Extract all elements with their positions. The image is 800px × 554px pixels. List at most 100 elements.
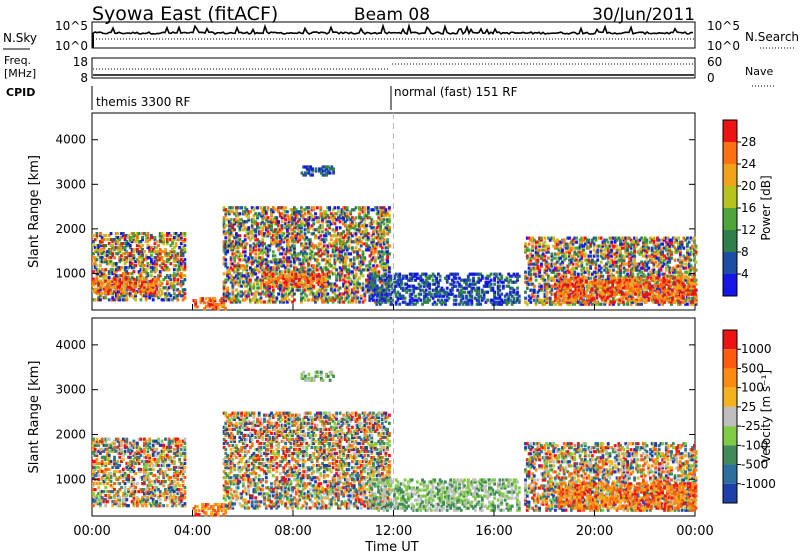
echo-cell [157,256,160,260]
echo-cell [331,214,335,218]
echo-cell [114,264,118,268]
echo-cell [178,268,181,272]
echo-cell [438,292,442,296]
echo-cell [213,305,217,309]
echo-cell [670,268,673,272]
echo-cell [321,286,324,290]
echo-cell [259,206,263,210]
echo-cell [643,274,647,278]
echo-cell [605,246,608,250]
echo-cell [136,248,139,252]
echo-cell [284,274,287,278]
echo-cell [599,236,603,240]
echo-cell [293,298,296,302]
echo-cell [547,244,550,248]
echo-cell [389,276,393,280]
echo-cell [396,298,400,302]
echo-cell [449,292,453,296]
echo-cell [113,270,116,274]
echo-cell [326,206,330,210]
echo-cell [227,296,231,300]
echo-cell [507,272,511,276]
echo-cell [271,266,275,270]
echo-cell [196,305,199,309]
echo-cell [622,260,626,264]
echo-cell [107,289,111,293]
echo-cell [347,268,351,272]
echo-cell [93,289,97,293]
echo-cell [114,240,118,244]
echo-cell [388,282,391,286]
echo-cell [529,282,533,286]
echo-cell [670,238,673,242]
echo-cell [414,294,417,298]
echo-cell [305,222,309,226]
echo-cell [578,252,582,256]
echo-cell [370,284,373,288]
echo-cell [310,290,314,294]
echo-cell [270,236,273,240]
echo-cell [458,302,461,306]
echo-cell [543,288,547,292]
echo-cell [118,268,122,272]
echo-cell [610,288,614,292]
echo-cell [633,250,636,254]
echo-cell [352,292,356,296]
echo-cell [259,300,263,304]
echo-cell [344,206,347,210]
echo-cell [498,294,502,298]
echo-cell [534,278,538,282]
echo-cell [294,254,298,258]
echo-cell [354,222,358,226]
echo-cell [107,272,111,276]
echo-cell [541,278,545,282]
echo-cell [365,264,368,268]
echo-cell [380,260,384,264]
echo-cell [282,256,286,260]
echo-cell [629,238,633,242]
echo-cell [137,289,141,293]
echo-cell [354,274,358,278]
echo-cell [111,244,115,248]
echo-cell [321,270,324,274]
echo-cell [377,252,381,256]
echo-cell [631,266,635,270]
echo-cell [573,272,577,276]
echo-cell [292,276,296,280]
echo-cell [238,242,242,246]
echo-cell [564,246,568,250]
echo-cell [629,274,633,278]
echo-cell [532,290,536,294]
echo-cell [312,246,316,250]
echo-cell [615,250,619,254]
echo-cell [359,296,363,300]
echo-cell [296,216,300,220]
echo-cell [678,258,682,262]
echo-cell [571,242,575,246]
echo-cell [294,256,298,260]
echo-cell [144,298,148,302]
echo-cell [507,284,511,288]
echo-cell [643,248,647,252]
echo-cell [454,302,458,306]
echo-cell [263,206,266,210]
echo-cell [240,242,243,246]
echo-cell [358,268,361,272]
echo-cell [606,286,610,290]
echo-cell [276,276,280,280]
echo-cell [319,280,323,284]
echo-cell [377,290,381,294]
echo-cell [224,242,228,246]
echo-cell [254,236,258,240]
echo-cell [106,250,109,254]
echo-cell [229,226,233,230]
echo-cell [359,264,363,268]
echo-cell [668,238,672,242]
echo-cell [382,238,386,242]
echo-cell [229,246,233,250]
echo-cell [555,268,559,272]
echo-cell [229,210,233,214]
echo-cell [308,242,312,246]
echo-cell [552,292,556,296]
echo-cell [169,234,173,238]
